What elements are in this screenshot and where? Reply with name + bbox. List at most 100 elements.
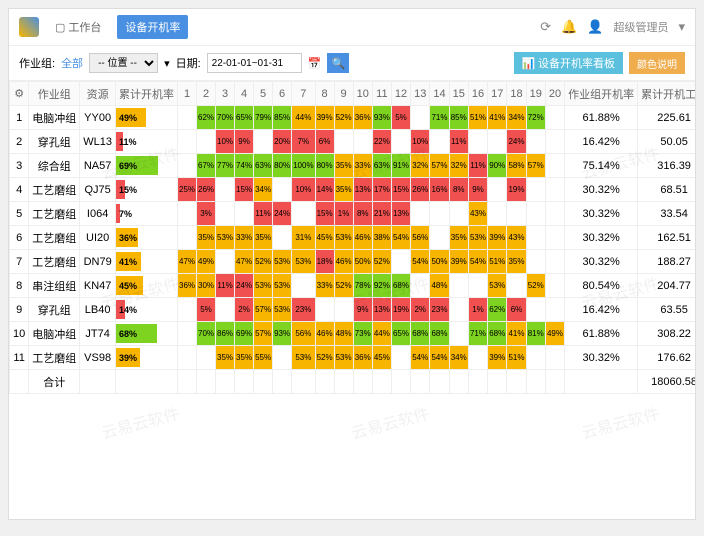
view-board-button[interactable]: 📊 设备开机率看板 <box>514 52 623 74</box>
row-group: 电脑冲组 <box>29 322 80 346</box>
row-group: 合计 <box>29 370 80 394</box>
cell-day-2 <box>197 346 216 370</box>
cell-day-2: 3% <box>197 202 216 226</box>
col-day-19: 19 <box>526 82 545 106</box>
row-grp-rate: 16.42% <box>565 130 638 154</box>
cell-day-10: 73% <box>353 322 372 346</box>
cell-day-6: 53% <box>273 298 292 322</box>
table-row[interactable]: 7工艺磨组DN7941%47%49%47%52%53%53%18%46%50%5… <box>10 250 696 274</box>
cell-day-10: 9% <box>353 298 372 322</box>
row-rate: 7% <box>116 202 178 226</box>
position-select[interactable]: -- 位置 -- <box>89 53 158 73</box>
cell-day-9: 48% <box>334 322 353 346</box>
cell-day-19 <box>526 130 545 154</box>
row-idx: 6 <box>10 226 29 250</box>
cell-day-4 <box>235 370 254 394</box>
bell-icon[interactable]: 🔔 <box>561 19 577 35</box>
row-rate <box>116 370 178 394</box>
col-day-15: 15 <box>449 82 468 106</box>
row-res: UI20 <box>80 226 116 250</box>
cell-day-18: 24% <box>507 130 526 154</box>
row-h1: 33.54 <box>638 202 695 226</box>
nav-workbench[interactable]: ▢ 工作台 <box>47 15 109 39</box>
row-h1: 50.05 <box>638 130 695 154</box>
table-row[interactable]: 4工艺磨组QJ7515%25%26%15%34%10%14%35%13%17%1… <box>10 178 696 202</box>
cell-day-15: 11% <box>449 130 468 154</box>
cell-day-18: 6% <box>507 298 526 322</box>
user-label[interactable]: 超级管理员 <box>613 19 668 35</box>
cell-day-13: 54% <box>411 346 430 370</box>
cell-day-17: 68% <box>488 322 507 346</box>
cell-day-4: 33% <box>235 226 254 250</box>
color-legend-button[interactable]: 颜色说明 <box>629 52 685 74</box>
row-group: 穿孔组 <box>29 130 80 154</box>
table-row[interactable]: 2穿孔组WL1311%10%9%20%7%6%22%10%11%24%16.42… <box>10 130 696 154</box>
table-row[interactable]: 10电脑冲组JT7468%70%86%69%57%93%56%46%48%73%… <box>10 322 696 346</box>
row-h1: 308.22 <box>638 322 695 346</box>
cell-day-14: 71% <box>430 106 449 130</box>
monitor-icon: ▢ <box>55 21 65 34</box>
dropdown-arrow-icon: ▾ <box>164 57 170 70</box>
cell-day-9: 1% <box>334 202 353 226</box>
row-idx: 1 <box>10 106 29 130</box>
col-settings[interactable]: ⚙ <box>10 82 29 106</box>
search-icon: 🔍 <box>332 58 346 70</box>
cell-day-2: 5% <box>197 298 216 322</box>
cell-day-11: 63% <box>372 154 391 178</box>
cell-day-11: 45% <box>372 346 391 370</box>
cell-day-6: 53% <box>273 274 292 298</box>
col-res: 资源 <box>80 82 116 106</box>
table-row[interactable]: 9穿孔组LB4014%5%2%57%53%23%9%13%19%2%23%1%6… <box>10 298 696 322</box>
cell-day-4: 24% <box>235 274 254 298</box>
cell-day-9 <box>334 130 353 154</box>
cell-day-6: 85% <box>273 106 292 130</box>
cell-day-1 <box>178 346 197 370</box>
cell-day-12: 68% <box>391 274 410 298</box>
col-day-10: 10 <box>353 82 372 106</box>
dropdown-icon[interactable]: ▾ <box>678 19 685 35</box>
row-grp-rate: 16.42% <box>565 298 638 322</box>
cell-day-17: 53% <box>488 274 507 298</box>
table-row[interactable]: 合计18060.583465611608.35 <box>10 370 696 394</box>
cell-day-20 <box>545 130 564 154</box>
cell-day-19: 81% <box>526 322 545 346</box>
cell-day-3 <box>216 178 235 202</box>
table-row[interactable]: 11工艺磨组VS9839%35%35%55%53%52%53%36%45%54%… <box>10 346 696 370</box>
row-grp-rate: 30.32% <box>565 250 638 274</box>
cell-day-11 <box>372 370 391 394</box>
table-row[interactable]: 5工艺磨组I0647%3%11%24%15%1%8%21%13%43%30.32… <box>10 202 696 226</box>
cell-day-13: 26% <box>411 178 430 202</box>
cell-day-5: 57% <box>254 322 273 346</box>
cell-day-14: 23% <box>430 298 449 322</box>
cell-day-6: 20% <box>273 130 292 154</box>
cell-day-12: 19% <box>391 298 410 322</box>
cell-day-19 <box>526 346 545 370</box>
table-row[interactable]: 6工艺磨组UI2036%35%53%33%35%31%45%53%46%38%5… <box>10 226 696 250</box>
col-day-1: 1 <box>178 82 197 106</box>
cell-day-12 <box>391 370 410 394</box>
row-idx: 11 <box>10 346 29 370</box>
cell-day-15 <box>449 370 468 394</box>
cell-day-18: 35% <box>507 250 526 274</box>
cell-day-18 <box>507 202 526 226</box>
cell-day-17: 90% <box>488 154 507 178</box>
cell-day-12: 5% <box>391 106 410 130</box>
cell-day-12 <box>391 130 410 154</box>
cell-day-19 <box>526 202 545 226</box>
date-input[interactable] <box>207 53 302 73</box>
calendar-icon[interactable]: 📅 <box>308 57 322 70</box>
table-row[interactable]: 8串注组组KN4745%36%30%11%24%53%53%33%52%78%9… <box>10 274 696 298</box>
cell-day-13: 54% <box>411 250 430 274</box>
row-h1: 162.51 <box>638 226 695 250</box>
search-button[interactable]: 🔍 <box>327 53 349 73</box>
cell-day-15 <box>449 202 468 226</box>
cell-day-19: 57% <box>526 154 545 178</box>
refresh-icon[interactable]: ⟳ <box>540 19 551 35</box>
nav-equip-rate[interactable]: 设备开机率 <box>117 15 188 39</box>
row-h1: 176.62 <box>638 346 695 370</box>
table-row[interactable]: 3综合组NA5769%67%77%74%63%80%100%80%35%33%6… <box>10 154 696 178</box>
cell-day-11: 38% <box>372 226 391 250</box>
table-row[interactable]: 1电脑冲组YY0049%62%70%65%79%85%44%39%52%36%9… <box>10 106 696 130</box>
cell-day-11: 22% <box>372 130 391 154</box>
cell-day-19 <box>526 178 545 202</box>
